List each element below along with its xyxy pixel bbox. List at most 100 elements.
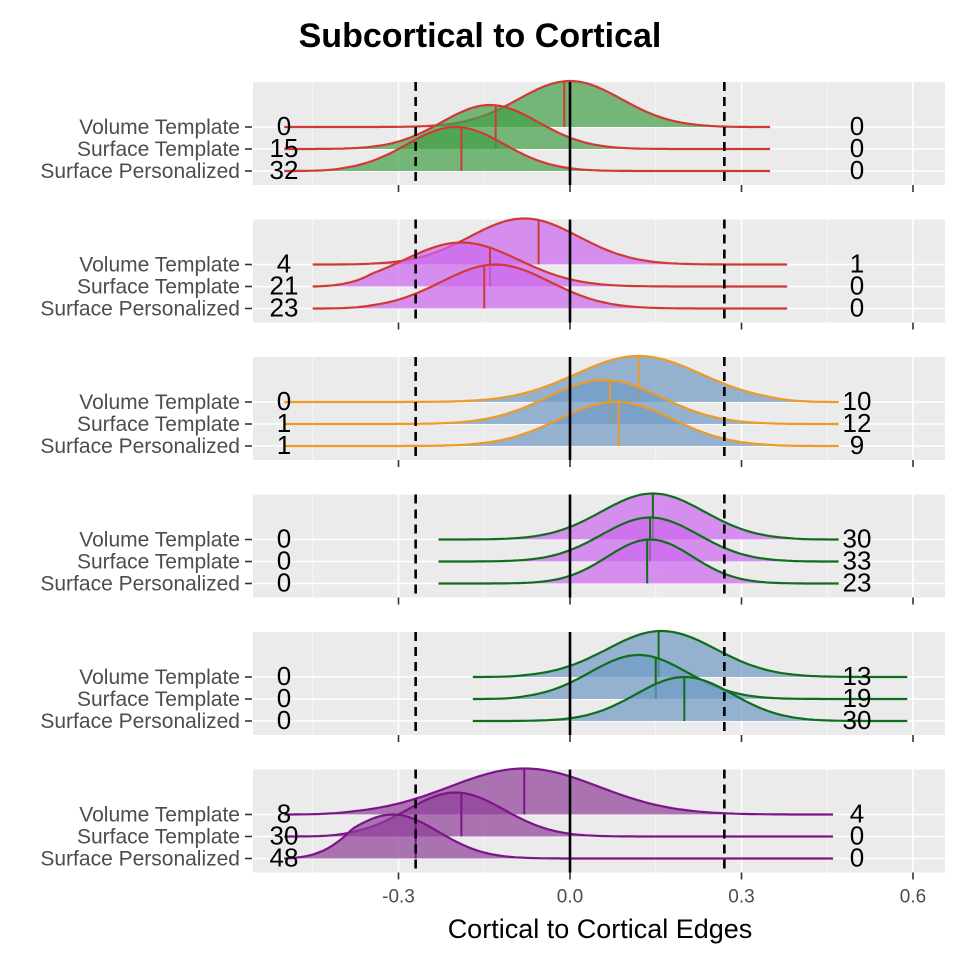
row-label: Volume Template: [79, 116, 240, 139]
row-label: Surface Template: [77, 276, 240, 299]
ridge-line: [312, 263, 788, 310]
ridge-area: [312, 264, 788, 309]
left-count: 0: [277, 661, 291, 691]
left-count: 0: [277, 683, 291, 713]
ridge-line: [472, 653, 908, 701]
ridge-3: [312, 263, 788, 310]
right-count: 30: [843, 705, 872, 735]
row-label: Surface Personalized: [40, 710, 240, 733]
right-count: 0: [850, 293, 864, 323]
right-count: 1: [850, 249, 864, 279]
ridge-area: [438, 517, 839, 562]
row-label: Surface Template: [77, 826, 240, 849]
ridge-1: [284, 79, 771, 129]
right-count: 4: [850, 799, 864, 829]
row-label: Surface Template: [77, 138, 240, 161]
left-count: 4: [277, 249, 291, 279]
left-count: 32: [270, 155, 299, 185]
x-tick-label: -0.3: [382, 887, 415, 908]
ridge-line: [312, 241, 788, 288]
right-count: 19: [843, 683, 872, 713]
right-count: 23: [843, 568, 872, 598]
right-count: 0: [850, 133, 864, 163]
ridge-line: [472, 675, 908, 723]
ridge-line: [284, 79, 771, 129]
ridge-area: [312, 218, 788, 265]
row-label: Surface Template: [77, 551, 240, 574]
ridge-line: [284, 767, 833, 816]
x-axis: -0.3 0.0 0.3 0.6: [382, 887, 926, 908]
panel-6: Volume Template 8 4 Surface Template 30 0 Surf…: [40, 767, 945, 880]
ridge-area: [284, 127, 771, 171]
left-count: 0: [277, 386, 291, 416]
row-label: Surface Personalized: [40, 435, 240, 458]
left-count: 0: [277, 546, 291, 576]
left-count: 48: [270, 843, 299, 873]
panel-2: Volume Template 4 1 Surface Template 21 0 Surf…: [40, 217, 945, 330]
row-label: Surface Template: [77, 413, 240, 436]
right-count: 9: [850, 430, 864, 460]
row-label: Surface Personalized: [40, 298, 240, 321]
x-axis-title: Cortical to Cortical Edges: [448, 914, 753, 944]
ridge-area: [284, 81, 771, 127]
left-count: 0: [277, 111, 291, 141]
right-count: 0: [850, 271, 864, 301]
ridge-area: [284, 105, 771, 149]
panel-5: Volume Template 0 13 Surface Template 0 19 Sur…: [40, 629, 945, 742]
row-label: Surface Template: [77, 688, 240, 711]
left-count: 0: [277, 524, 291, 554]
ridge-line: [284, 378, 839, 426]
panel-4: Volume Template 0 30 Surface Template 0 33 Sur…: [40, 492, 945, 605]
ridge-area: [472, 631, 908, 677]
x-tick-label: 0.6: [900, 887, 926, 908]
row-label: Volume Template: [79, 666, 240, 689]
ridge-3: [284, 125, 771, 173]
row-label: Volume Template: [79, 391, 240, 414]
right-count: 0: [850, 111, 864, 141]
ridge-area: [284, 402, 839, 446]
ridge-line: [284, 125, 771, 173]
ridge-line: [438, 516, 839, 563]
ridge-line: [472, 629, 908, 679]
chart-title: Subcortical to Cortical: [299, 17, 662, 55]
right-count: 0: [850, 821, 864, 851]
ridge-1: [312, 217, 788, 266]
ridge-line: [284, 400, 839, 448]
ridge-line: [438, 492, 839, 541]
ridge-line: [438, 538, 839, 585]
ridge-line: [284, 354, 839, 404]
ridge-area: [438, 539, 839, 584]
left-count: 21: [270, 271, 299, 301]
left-count: 8: [277, 799, 291, 829]
right-count: 13: [843, 661, 872, 691]
left-count: 15: [270, 133, 299, 163]
row-label: Surface Personalized: [40, 848, 240, 871]
right-count: 0: [850, 155, 864, 185]
row-label: Volume Template: [79, 804, 240, 827]
left-count: 30: [270, 821, 299, 851]
x-tick-label: 0.0: [557, 887, 583, 908]
panel-3: Volume Template 0 10 Surface Template 1 12 Sur…: [40, 354, 945, 467]
left-count: 0: [277, 568, 291, 598]
ridge-area: [284, 814, 833, 859]
ridge-line: [284, 103, 771, 151]
left-count: 1: [277, 430, 291, 460]
right-count: 10: [843, 386, 872, 416]
ridge-3: [472, 675, 908, 723]
right-count: 0: [850, 843, 864, 873]
left-count: 0: [277, 705, 291, 735]
ridge-3: [438, 538, 839, 585]
ridge-3: [284, 400, 839, 448]
right-count: 33: [843, 546, 872, 576]
ridge-area: [284, 356, 839, 402]
right-count: 30: [843, 524, 872, 554]
ridge-area: [472, 677, 908, 721]
left-count: 1: [277, 408, 291, 438]
row-label: Surface Personalized: [40, 160, 240, 183]
x-tick-label: 0.3: [728, 887, 754, 908]
right-count: 12: [843, 408, 872, 438]
left-count: 23: [270, 293, 299, 323]
